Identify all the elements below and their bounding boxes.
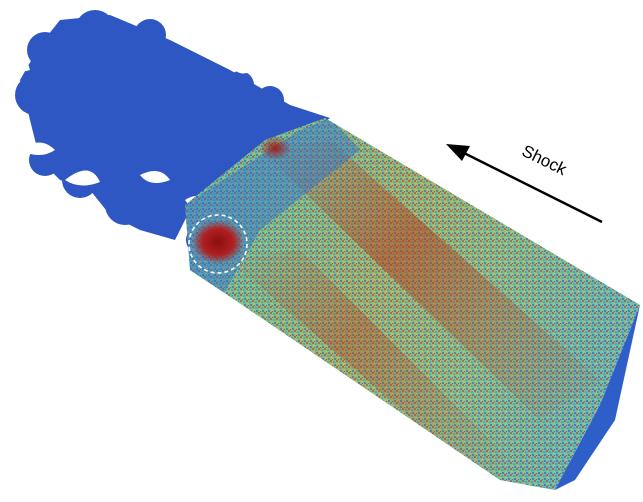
shock-label: Shock bbox=[519, 141, 570, 179]
shocked-body bbox=[185, 118, 640, 490]
hotspot bbox=[192, 220, 244, 264]
hotspot-highlight-circle bbox=[188, 214, 248, 274]
shock-arrow bbox=[446, 144, 603, 224]
upper-hotspot bbox=[259, 136, 291, 160]
